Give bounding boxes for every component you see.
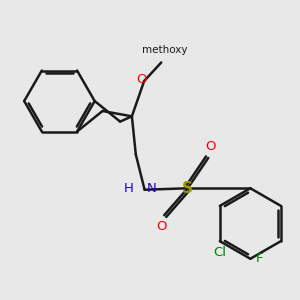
Text: N: N: [147, 182, 157, 195]
Text: O: O: [206, 140, 216, 153]
Text: H: H: [124, 182, 134, 195]
Text: methoxy: methoxy: [142, 45, 188, 55]
Text: O: O: [136, 73, 147, 85]
Text: S: S: [182, 181, 193, 196]
Text: O: O: [157, 220, 167, 233]
Text: F: F: [256, 252, 264, 265]
Text: Cl: Cl: [213, 246, 226, 259]
